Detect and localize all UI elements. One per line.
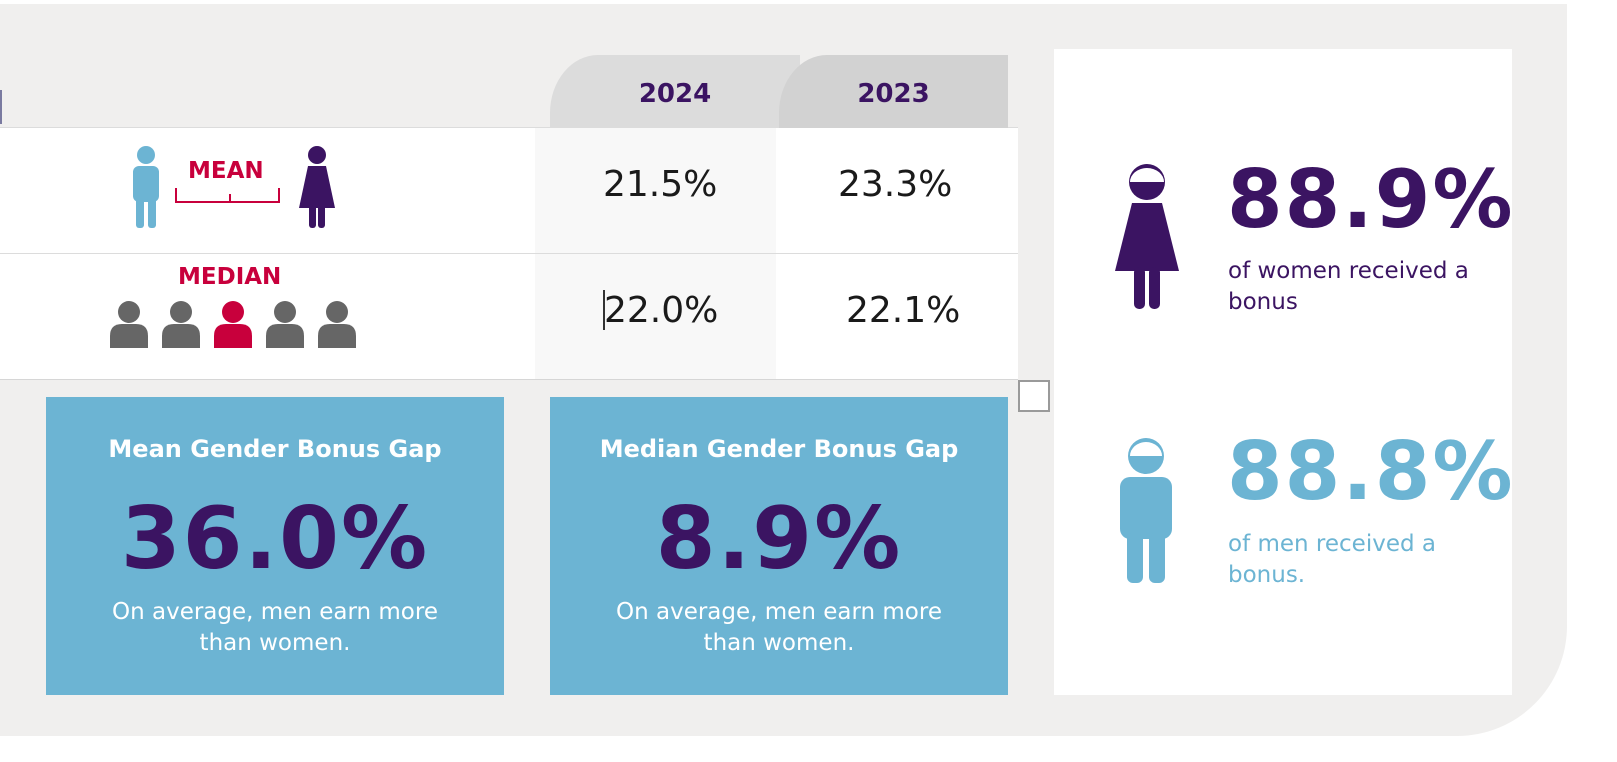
- mean-bracket: [175, 188, 280, 203]
- woman-icon: [1115, 164, 1179, 309]
- mean-label: MEAN: [188, 158, 264, 184]
- pay-gap-table: MEAN 21.5% 23.3% MEDIAN: [0, 127, 1018, 380]
- man-icon: [133, 146, 159, 228]
- women-received-desc: of women received a bonus: [1228, 258, 1469, 315]
- person-icon: [266, 301, 304, 348]
- mean-2024-value: 21.5%: [603, 164, 718, 205]
- infographic-canvas: 2024 2023 MEAN 21.5% 23.3%: [0, 4, 1567, 736]
- person-icon: [162, 301, 200, 348]
- person-icon: [110, 301, 148, 348]
- column-2024-bg: [535, 128, 776, 253]
- text-cursor: [603, 290, 605, 330]
- selection-handle[interactable]: [1018, 380, 1050, 412]
- median-bonus-gap-desc: On average, men earn more than women.: [616, 599, 942, 656]
- table-row-median: MEDIAN 22.0% 22.1%: [0, 254, 1018, 379]
- median-label: MEDIAN: [178, 264, 282, 290]
- mean-bonus-gap-title: Mean Gender Bonus Gap: [108, 435, 442, 463]
- left-edge-marker: [0, 90, 2, 124]
- median-person-icon: [214, 301, 252, 348]
- person-icon: [318, 301, 356, 348]
- median-bonus-gap-card: Median Gender Bonus Gap 8.9% On average,…: [550, 397, 1008, 695]
- bonus-received-panel: 88.9% of women received a bonus 88.8% of…: [1054, 49, 1515, 695]
- mean-2023-value: 23.3%: [838, 164, 953, 205]
- women-received-value: 88.9%: [1227, 153, 1515, 246]
- mean-bonus-gap-desc: On average, men earn more than women.: [112, 599, 438, 656]
- mean-bonus-gap-value: 36.0%: [120, 489, 430, 589]
- median-2023-value: 22.1%: [846, 290, 961, 331]
- column-2024-bg: [535, 254, 776, 379]
- woman-icon: [299, 146, 335, 228]
- men-received-desc: of men received a bonus.: [1228, 531, 1436, 588]
- men-received-value: 88.8%: [1227, 425, 1515, 518]
- bracket-tick: [229, 194, 231, 202]
- table-row-mean: MEAN 21.5% 23.3%: [0, 128, 1018, 254]
- column-header-2024: 2024: [550, 55, 800, 128]
- mean-bonus-gap-card: Mean Gender Bonus Gap 36.0% On average, …: [46, 397, 504, 695]
- median-bonus-gap-value: 8.9%: [655, 489, 903, 589]
- man-icon: [1120, 438, 1172, 583]
- median-bonus-gap-title: Median Gender Bonus Gap: [599, 435, 959, 463]
- column-header-2023: 2023: [779, 55, 1008, 128]
- median-2024-value[interactable]: 22.0%: [604, 290, 719, 331]
